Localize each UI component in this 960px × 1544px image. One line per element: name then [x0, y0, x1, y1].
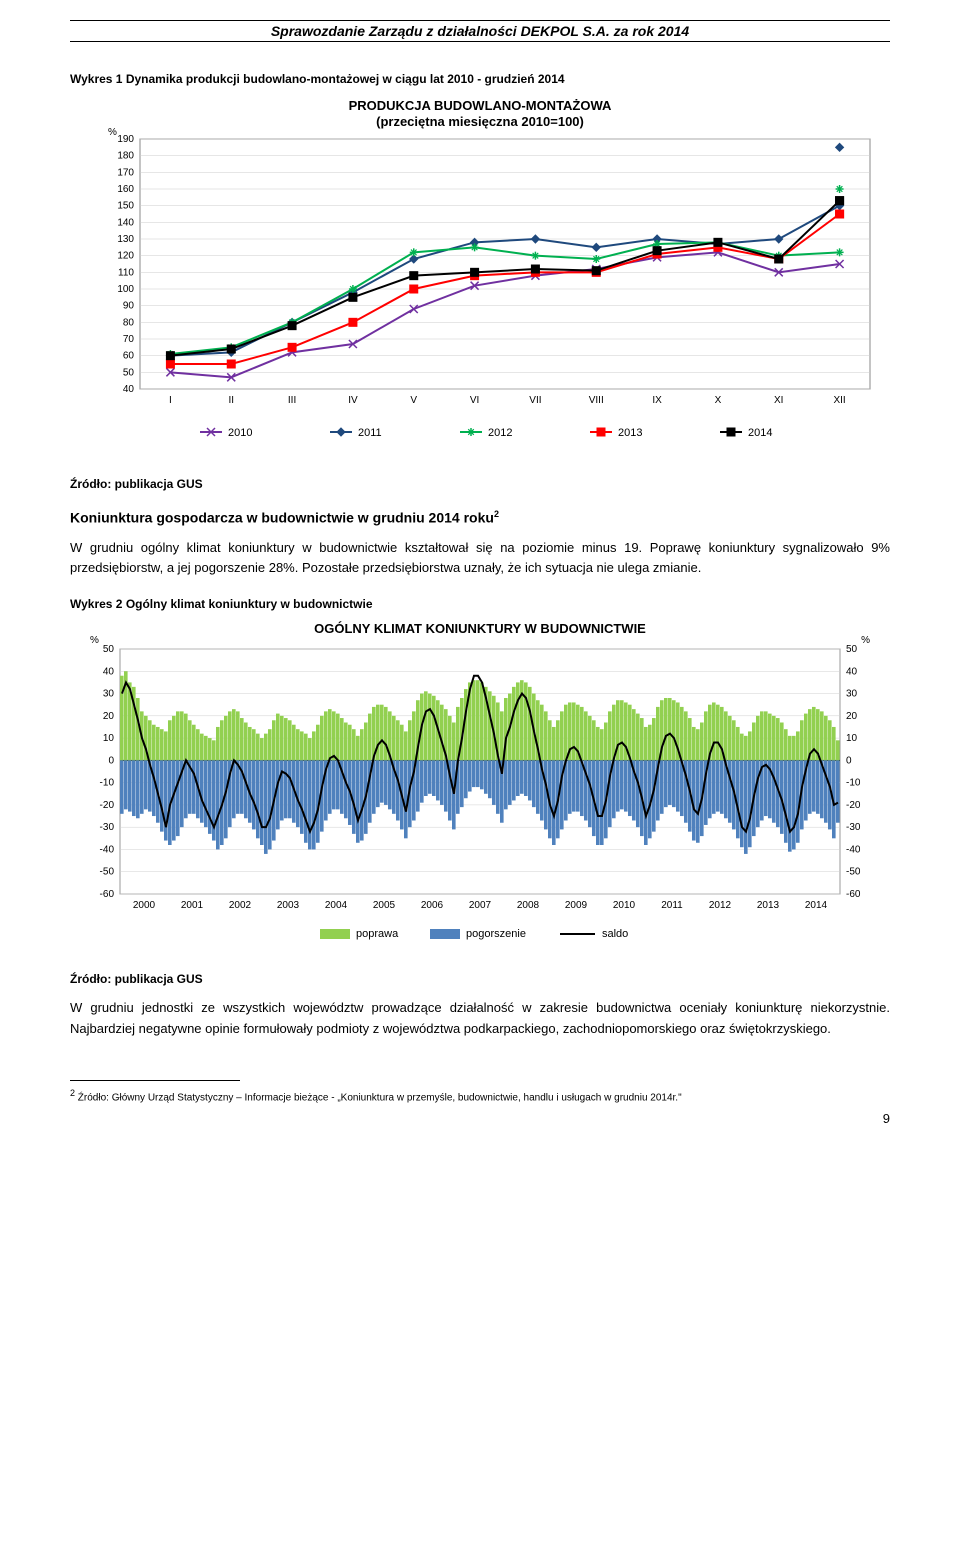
svg-text:30: 30	[846, 689, 858, 700]
svg-text:VI: VI	[470, 395, 479, 406]
svg-text:2011: 2011	[358, 427, 382, 439]
svg-text:IX: IX	[652, 395, 662, 406]
para1-body: W grudniu ogólny klimat koniunktury w bu…	[70, 538, 890, 580]
svg-text:0: 0	[846, 756, 852, 767]
svg-text:-30: -30	[846, 822, 861, 833]
svg-text:(przeciętna miesięczna 2010=10: (przeciętna miesięczna 2010=100)	[376, 114, 584, 129]
svg-text:-60: -60	[100, 889, 115, 900]
svg-text:2001: 2001	[181, 900, 204, 911]
chart1-caption: Wykres 1 Dynamika produkcji budowlano-mo…	[70, 72, 890, 86]
svg-text:2008: 2008	[517, 900, 540, 911]
svg-text:-50: -50	[846, 867, 861, 878]
svg-text:V: V	[410, 395, 417, 406]
svg-text:2013: 2013	[618, 427, 642, 439]
svg-text:-40: -40	[100, 845, 115, 856]
svg-text:20: 20	[846, 711, 858, 722]
footnote-text: Źródło: Główny Urząd Statystyczny – Info…	[75, 1092, 682, 1103]
svg-text:%: %	[90, 635, 99, 646]
svg-text:0: 0	[108, 756, 114, 767]
svg-text:50: 50	[846, 644, 858, 655]
svg-text:-40: -40	[846, 845, 861, 856]
svg-text:2006: 2006	[421, 900, 444, 911]
svg-text:40: 40	[123, 384, 135, 395]
svg-text:X: X	[715, 395, 722, 406]
svg-text:160: 160	[117, 184, 134, 195]
svg-text:140: 140	[117, 217, 134, 228]
svg-text:%: %	[861, 635, 870, 646]
svg-text:II: II	[228, 395, 234, 406]
svg-text:-60: -60	[846, 889, 861, 900]
page-number: 9	[70, 1111, 890, 1126]
svg-text:-30: -30	[100, 822, 115, 833]
svg-text:100: 100	[117, 284, 134, 295]
footnote: 2 Źródło: Główny Urząd Statystyczny – In…	[70, 1087, 890, 1105]
para2: W grudniu jednostki ze wszystkich wojewó…	[70, 998, 890, 1040]
svg-text:2011: 2011	[661, 900, 683, 911]
chart1-source: Źródło: publikacja GUS	[70, 477, 890, 491]
svg-text:40: 40	[103, 667, 115, 678]
svg-text:saldo: saldo	[602, 928, 628, 940]
svg-text:-50: -50	[100, 867, 115, 878]
svg-text:2014: 2014	[805, 900, 828, 911]
svg-text:10: 10	[846, 733, 858, 744]
svg-text:2014: 2014	[748, 427, 772, 439]
svg-text:30: 30	[103, 689, 115, 700]
svg-text:2004: 2004	[325, 900, 348, 911]
svg-text:40: 40	[846, 667, 858, 678]
svg-text:2012: 2012	[488, 427, 512, 439]
svg-text:150: 150	[117, 201, 134, 212]
para1-heading: Koniunktura gospodarcza w budownictwie w…	[70, 509, 890, 526]
svg-text:%: %	[108, 127, 117, 138]
svg-text:180: 180	[117, 151, 134, 162]
chart1: PRODUKCJA BUDOWLANO-MONTAŻOWA(przeciętna…	[70, 94, 890, 454]
svg-text:III: III	[288, 395, 296, 406]
chart2-source: Źródło: publikacja GUS	[70, 972, 890, 986]
svg-text:80: 80	[123, 317, 135, 328]
svg-text:IV: IV	[348, 395, 358, 406]
svg-text:-10: -10	[846, 778, 861, 789]
svg-text:-20: -20	[100, 800, 115, 811]
para1-sup: 2	[494, 509, 499, 519]
chart2: OGÓLNY KLIMAT KONIUNKTURY W BUDOWNICTWIE…	[70, 619, 890, 949]
svg-text:-10: -10	[100, 778, 115, 789]
svg-text:50: 50	[123, 367, 135, 378]
svg-text:2013: 2013	[757, 900, 780, 911]
para1-heading-text: Koniunktura gospodarcza w budownictwie w…	[70, 510, 494, 526]
svg-text:50: 50	[103, 644, 115, 655]
svg-text:XII: XII	[833, 395, 845, 406]
svg-text:pogorszenie: pogorszenie	[466, 928, 526, 940]
svg-text:90: 90	[123, 301, 135, 312]
svg-text:2007: 2007	[469, 900, 492, 911]
footnote-rule	[70, 1080, 240, 1081]
svg-text:poprawa: poprawa	[356, 928, 399, 940]
svg-text:2002: 2002	[229, 900, 252, 911]
svg-text:120: 120	[117, 251, 134, 262]
svg-text:130: 130	[117, 234, 134, 245]
svg-text:-20: -20	[846, 800, 861, 811]
page-header: Sprawozdanie Zarządu z działalności DEKP…	[70, 20, 890, 42]
svg-text:VII: VII	[529, 395, 541, 406]
svg-text:I: I	[169, 395, 172, 406]
svg-text:2003: 2003	[277, 900, 300, 911]
svg-text:XI: XI	[774, 395, 783, 406]
svg-text:PRODUKCJA BUDOWLANO-MONTAŻOWA: PRODUKCJA BUDOWLANO-MONTAŻOWA	[349, 98, 612, 113]
svg-text:110: 110	[118, 267, 134, 278]
svg-text:2010: 2010	[228, 427, 252, 439]
svg-text:2009: 2009	[565, 900, 588, 911]
chart2-caption: Wykres 2 Ogólny klimat koniunktury w bud…	[70, 597, 890, 611]
svg-text:OGÓLNY KLIMAT KONIUNKTURY W BU: OGÓLNY KLIMAT KONIUNKTURY W BUDOWNICTWIE	[314, 621, 646, 636]
svg-text:2012: 2012	[709, 900, 732, 911]
svg-text:10: 10	[103, 733, 115, 744]
svg-text:190: 190	[117, 134, 134, 145]
svg-text:2010: 2010	[613, 900, 636, 911]
svg-text:20: 20	[103, 711, 115, 722]
svg-text:60: 60	[123, 351, 135, 362]
svg-text:2000: 2000	[133, 900, 156, 911]
svg-text:170: 170	[117, 167, 134, 178]
svg-text:VIII: VIII	[589, 395, 604, 406]
svg-text:70: 70	[123, 334, 135, 345]
svg-text:2005: 2005	[373, 900, 396, 911]
